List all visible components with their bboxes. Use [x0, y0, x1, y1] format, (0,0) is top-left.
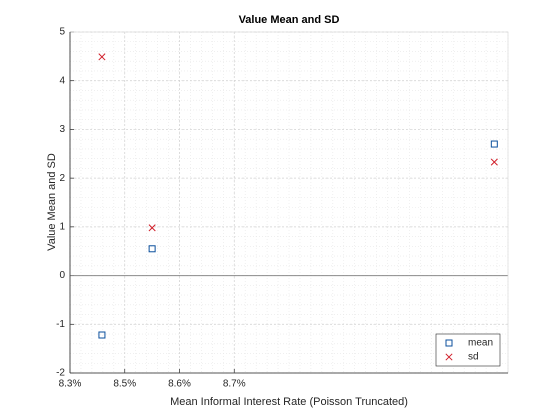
y-tick-label: 1	[59, 221, 65, 232]
y-tick-label: 4	[59, 75, 65, 86]
x-tick-label: 8.5%	[113, 379, 136, 390]
legend-box	[435, 333, 501, 367]
y-tick-label: -2	[56, 368, 65, 379]
point	[490, 140, 498, 148]
point	[148, 245, 156, 253]
point	[98, 53, 106, 61]
legend-label: sd	[468, 352, 479, 363]
y-tick-label: 3	[59, 124, 65, 135]
y-tick-label: 5	[59, 27, 65, 38]
y-tick-label: 0	[59, 270, 65, 281]
point	[490, 158, 498, 166]
y-tick-label: 2	[59, 173, 65, 184]
x-axis-label: Mean Informal Interest Rate (Poisson Tru…	[170, 396, 408, 408]
legend-marker	[445, 339, 453, 347]
chart-title: Value Mean and SD	[239, 14, 340, 26]
x-tick-label: 8.6%	[168, 379, 191, 390]
point	[148, 224, 156, 232]
y-axis-label: Value Mean and SD	[46, 153, 58, 251]
y-tick-label: -1	[56, 319, 65, 330]
x-tick-label: 8.7%	[223, 379, 246, 390]
x-tick-label: 8.3%	[59, 379, 82, 390]
point	[98, 331, 106, 339]
legend-marker	[445, 353, 453, 361]
legend-label: mean	[468, 338, 493, 349]
